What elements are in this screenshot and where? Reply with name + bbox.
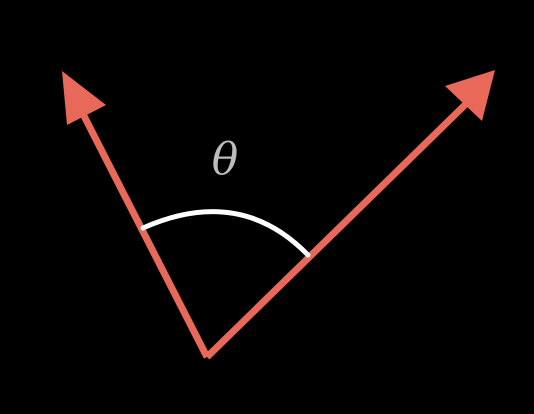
- angle-arc: [140, 209, 311, 258]
- left-vector-arrowhead: [62, 71, 106, 125]
- right-vector-shaft: [204, 97, 473, 360]
- right-vector-arrowhead: [445, 70, 495, 121]
- angle-label: θ: [212, 134, 239, 185]
- left-vector-shaft: [78, 110, 211, 359]
